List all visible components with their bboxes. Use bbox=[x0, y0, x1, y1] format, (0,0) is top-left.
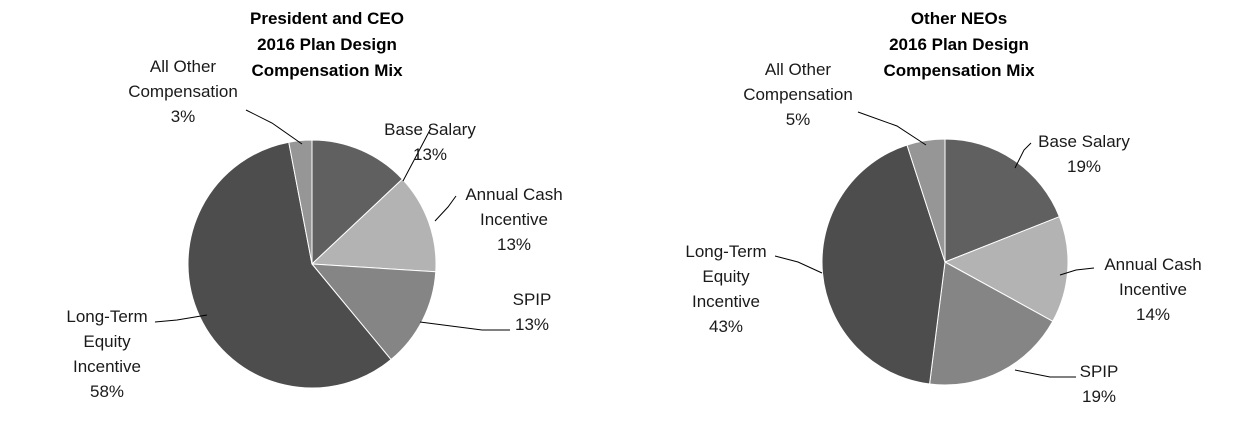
slice-value-spip: 13% bbox=[515, 315, 549, 334]
leader-line-base-salary bbox=[1014, 142, 1032, 169]
pie-chart-other-neos: Other NEOs 2016 Plan Design Compensation M… bbox=[685, 9, 1201, 406]
slice-label-annual-cash-incentive: Annual Cash bbox=[465, 185, 562, 204]
leader-line-spip bbox=[1014, 369, 1076, 378]
leader-line-all-other-compensation bbox=[245, 109, 303, 145]
pie-slice-all-other-compensation bbox=[288, 139, 313, 265]
leader-line-long-term-equity-incentive bbox=[774, 255, 823, 274]
slice-label-long-term-equity-incentive: Incentive bbox=[73, 357, 141, 376]
leader-line-long-term-equity-incentive bbox=[154, 314, 208, 323]
chart-title-line: 2016 Plan Design bbox=[257, 35, 397, 54]
chart-title-line: 2016 Plan Design bbox=[889, 35, 1029, 54]
slice-label-annual-cash-incentive: Annual Cash bbox=[1104, 255, 1201, 274]
slice-label-long-term-equity-incentive: Equity bbox=[702, 267, 750, 286]
pie-slice-base-salary bbox=[944, 138, 1061, 263]
slice-value-long-term-equity-incentive: 43% bbox=[709, 317, 743, 336]
slice-label-all-other-compensation: Compensation bbox=[128, 82, 238, 101]
slice-value-all-other-compensation: 3% bbox=[171, 107, 196, 126]
chart-title-line: Compensation Mix bbox=[883, 61, 1035, 80]
leader-line-all-other-compensation bbox=[857, 111, 927, 146]
slice-label-all-other-compensation: All Other bbox=[765, 60, 831, 79]
slice-label-long-term-equity-incentive: Long-Term bbox=[685, 242, 766, 261]
slice-value-annual-cash-incentive: 14% bbox=[1136, 305, 1170, 324]
slice-label-spip: SPIP bbox=[513, 290, 552, 309]
slice-label-base-salary: Base Salary bbox=[1038, 132, 1130, 151]
leader-line-base-salary bbox=[402, 127, 432, 182]
slice-label-long-term-equity-incentive: Equity bbox=[83, 332, 131, 351]
slice-value-annual-cash-incentive: 13% bbox=[497, 235, 531, 254]
pie-slice-annual-cash-incentive bbox=[943, 216, 1069, 322]
slice-label-all-other-compensation: Compensation bbox=[743, 85, 853, 104]
leader-line-annual-cash-incentive bbox=[1059, 267, 1095, 276]
slice-label-annual-cash-incentive: Incentive bbox=[1119, 280, 1187, 299]
chart-title-line: President and CEO bbox=[250, 9, 404, 28]
slice-label-annual-cash-incentive: Incentive bbox=[480, 210, 548, 229]
pie-slice-base-salary bbox=[311, 139, 404, 266]
slice-label-spip: SPIP bbox=[1080, 362, 1119, 381]
slice-value-base-salary: 19% bbox=[1067, 157, 1101, 176]
pie-slice-long-term-equity-incentive bbox=[187, 141, 392, 389]
leader-line-spip bbox=[419, 321, 510, 331]
slice-label-long-term-equity-incentive: Long-Term bbox=[66, 307, 147, 326]
slice-label-all-other-compensation: All Other bbox=[150, 57, 216, 76]
leader-line-annual-cash-incentive bbox=[434, 195, 457, 222]
slice-value-long-term-equity-incentive: 58% bbox=[90, 382, 124, 401]
chart-title-line: Other NEOs bbox=[911, 9, 1007, 28]
pie-slice-annual-cash-incentive bbox=[310, 178, 437, 273]
slice-value-base-salary: 13% bbox=[413, 145, 447, 164]
pie-slice-long-term-equity-incentive bbox=[821, 144, 946, 385]
chart-title-line: Compensation Mix bbox=[251, 61, 403, 80]
slice-value-all-other-compensation: 5% bbox=[786, 110, 811, 129]
pie-slice-spip bbox=[929, 261, 1054, 386]
pie-slice-all-other-compensation bbox=[906, 138, 946, 263]
slice-value-spip: 19% bbox=[1082, 387, 1116, 406]
pie-slice-spip bbox=[310, 263, 437, 361]
slice-label-long-term-equity-incentive: Incentive bbox=[692, 292, 760, 311]
pie-chart-ceo: President and CEO 2016 Plan Design Compens… bbox=[66, 9, 562, 401]
slice-label-base-salary: Base Salary bbox=[384, 120, 476, 139]
